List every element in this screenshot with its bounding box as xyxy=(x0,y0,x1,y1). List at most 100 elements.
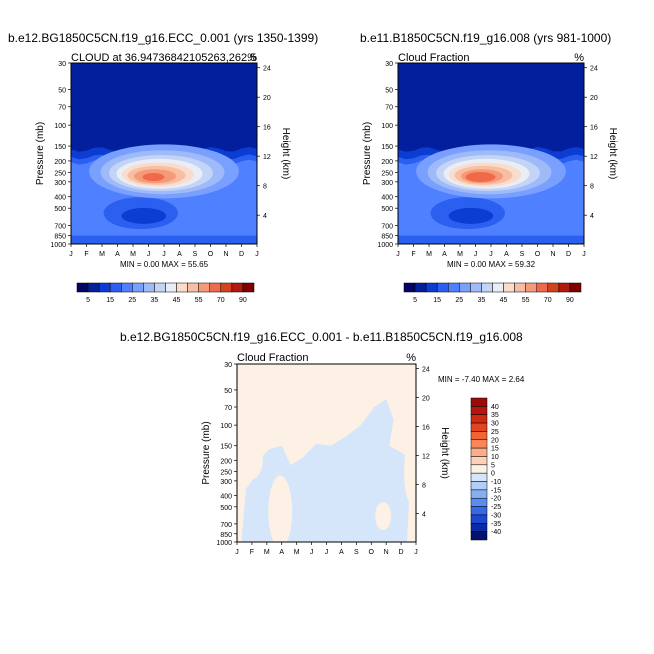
contour-field xyxy=(398,63,584,244)
y-tick-label: 50 xyxy=(58,87,66,94)
region-positive-island-4 xyxy=(404,441,416,502)
contour-surface-band xyxy=(398,235,584,244)
colorbar-swatch xyxy=(470,414,488,424)
x-tick-label: M xyxy=(426,251,432,258)
y-tick-label: 300 xyxy=(54,180,66,187)
colorbar-swatch xyxy=(459,282,471,293)
colorbar-swatch xyxy=(98,282,111,293)
contour-field xyxy=(237,364,416,542)
colorbar-swatch xyxy=(198,282,210,293)
y-tick-label: 250 xyxy=(54,170,66,177)
colorbar-swatch xyxy=(470,397,488,407)
y-tick-label: 300 xyxy=(381,180,393,187)
left-label: Cloud Fraction xyxy=(237,352,309,364)
y-tick-label: 700 xyxy=(381,224,393,231)
colorbar-swatch xyxy=(470,456,488,466)
panel-3-difference: b.e12.BG1850C5CN.f19_g16.ECC_0.001 - b.e… xyxy=(0,320,654,654)
y2-tick-label: 16 xyxy=(422,425,430,432)
y-tick-label: 30 xyxy=(58,61,66,68)
x-tick-label: A xyxy=(177,251,182,258)
colorbar-label: 15 xyxy=(433,297,441,304)
colorbar-swatch xyxy=(558,282,571,293)
panel-2-title: b.e11.B1850C5CN.f19_g16.008 (yrs 981-100… xyxy=(360,31,612,45)
region-positive-island-1 xyxy=(268,475,293,542)
colorbar-swatch xyxy=(470,447,488,457)
x-tick-label: O xyxy=(369,549,375,556)
x-tick-label: A xyxy=(442,251,447,258)
y2-tick-label: 16 xyxy=(590,125,598,132)
x-tick-label: D xyxy=(239,251,244,258)
colorbar-label: -25 xyxy=(491,504,501,511)
colorbar-swatch xyxy=(176,282,188,293)
colorbar-label: 5 xyxy=(413,297,417,304)
contour-maximum-level-7 xyxy=(465,172,496,183)
y-tick-label: 500 xyxy=(381,206,393,213)
y-tick-label: 1000 xyxy=(216,540,232,547)
colorbar-swatch xyxy=(503,282,515,293)
y-tick-label: 100 xyxy=(381,123,393,130)
colorbar-swatch xyxy=(470,531,488,541)
x-tick-label: D xyxy=(566,251,571,258)
y2-tick-label: 24 xyxy=(263,66,271,73)
y-tick-label: 250 xyxy=(381,170,393,177)
y2-tick-label: 20 xyxy=(263,95,271,102)
x-tick-label: M xyxy=(457,251,463,258)
y-tick-label: 300 xyxy=(220,479,232,486)
colorbar-label: 25 xyxy=(491,429,499,436)
colorbar-label: -30 xyxy=(491,512,501,519)
y2-tick-label: 8 xyxy=(590,184,594,191)
x-tick-label: J xyxy=(147,251,151,258)
colorbar-swatch xyxy=(76,282,89,293)
y2-axis-label: Height (km) xyxy=(280,128,291,180)
colorbar-label: 20 xyxy=(491,437,499,444)
y-tick-label: 150 xyxy=(381,144,393,151)
x-tick-label: S xyxy=(354,549,359,556)
y2-tick-label: 16 xyxy=(263,125,271,132)
y-tick-label: 500 xyxy=(220,505,232,512)
y-tick-label: 30 xyxy=(224,362,232,369)
contour-mid-minimum-inner xyxy=(448,207,494,224)
x-tick-label: J xyxy=(69,251,73,258)
colorbar-swatch xyxy=(492,282,504,293)
y2-tick-label: 20 xyxy=(590,95,598,102)
y-tick-label: 150 xyxy=(54,144,66,151)
colorbar-label: 5 xyxy=(491,462,495,469)
y2-tick-label: 4 xyxy=(590,213,594,220)
colorbar-label: -15 xyxy=(491,487,501,494)
x-tick-label: F xyxy=(84,251,88,258)
left-label: CLOUD at 36.94736842105263,262.5 xyxy=(71,52,256,64)
x-tick-label: D xyxy=(399,549,404,556)
x-tick-label: J xyxy=(489,251,493,258)
y2-axis-label: Height (km) xyxy=(439,427,450,479)
x-tick-label: O xyxy=(208,251,214,258)
x-tick-label: S xyxy=(193,251,198,258)
colorbar-label: 40 xyxy=(491,404,499,411)
colorbar-label: 45 xyxy=(500,297,508,304)
colorbar-swatch xyxy=(470,282,482,293)
x-tick-label: J xyxy=(396,251,400,258)
y-tick-label: 50 xyxy=(385,87,393,94)
y-tick-label: 1000 xyxy=(50,242,66,249)
colorbar-swatch xyxy=(569,282,582,293)
x-tick-label: A xyxy=(279,549,284,556)
colorbar-swatch xyxy=(470,422,488,432)
x-tick-label: A xyxy=(115,251,120,258)
x-tick-label: N xyxy=(550,251,555,258)
y-tick-label: 150 xyxy=(220,444,232,451)
colorbar-label: -20 xyxy=(491,496,501,503)
colorbar-swatch xyxy=(470,481,488,491)
colorbar-swatch xyxy=(154,282,166,293)
x-tick-label: M xyxy=(294,549,300,556)
colorbar-swatch xyxy=(470,497,488,507)
colorbar-swatch xyxy=(481,282,493,293)
x-tick-label: F xyxy=(250,549,254,556)
colorbar-label: 0 xyxy=(491,471,495,478)
x-tick-label: A xyxy=(504,251,509,258)
colorbar-label: 45 xyxy=(173,297,181,304)
colorbar-swatch xyxy=(87,282,100,293)
y2-tick-label: 12 xyxy=(263,154,271,161)
y-axis-label: Pressure (mb) xyxy=(362,122,373,185)
colorbar-swatch xyxy=(470,464,488,474)
y2-tick-label: 8 xyxy=(263,184,267,191)
y-tick-label: 200 xyxy=(220,458,232,465)
